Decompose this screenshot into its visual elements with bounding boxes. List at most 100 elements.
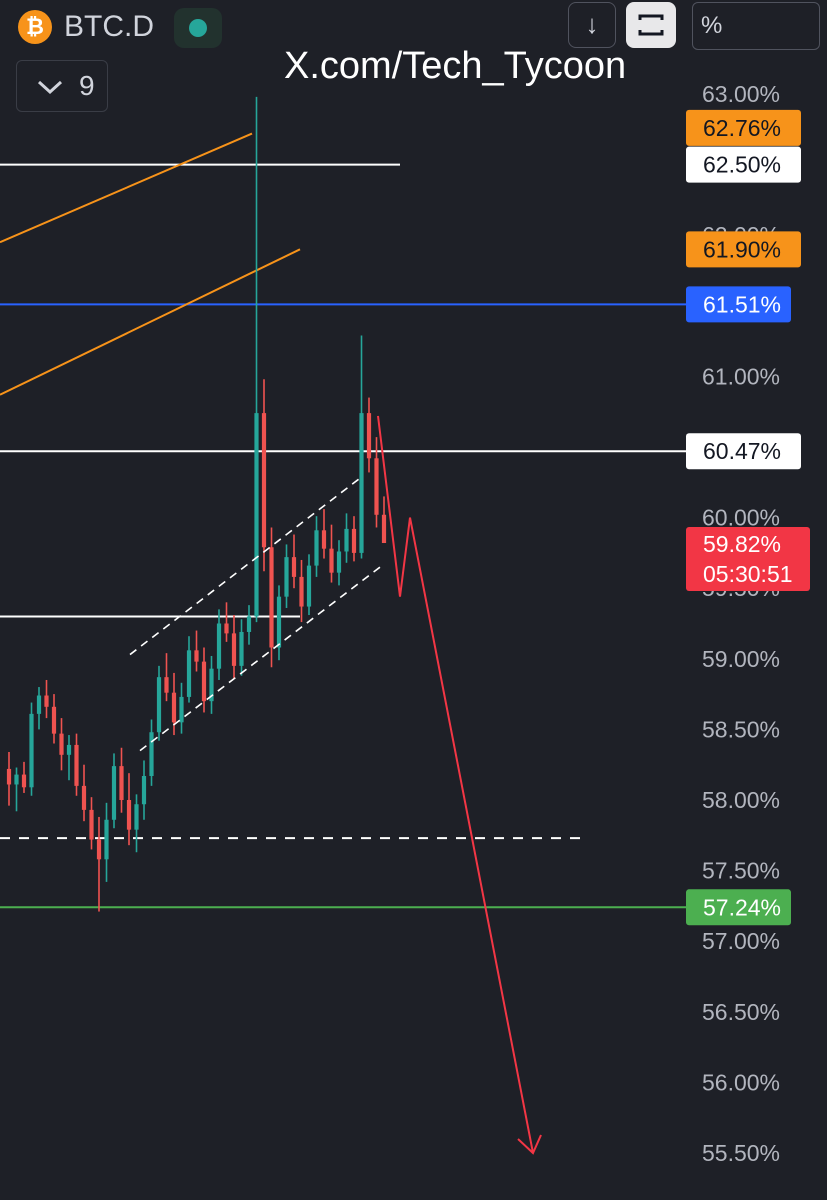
price-tag-label: 60.47%: [703, 438, 781, 464]
price-tag-box: [686, 286, 791, 323]
candle-body: [171, 692, 177, 723]
price-tag-white[interactable]: 62.50%: [686, 146, 801, 183]
candle-body: [66, 744, 72, 755]
interval-selector[interactable]: 9: [16, 60, 108, 112]
price-tag-orange[interactable]: 61.90%: [686, 231, 801, 268]
candle-body: [329, 548, 334, 573]
price-tag-label: 62.50%: [703, 152, 781, 178]
price-tag-label: 61.51%: [703, 291, 781, 317]
candle-body: [239, 631, 244, 666]
scale-mode-button[interactable]: %: [692, 2, 820, 50]
candle-body: [44, 695, 49, 707]
candle-body: [74, 744, 79, 786]
candle-body: [366, 413, 372, 459]
candle-body: [246, 616, 252, 632]
candle-body: [104, 819, 109, 860]
candle-body: [261, 413, 267, 548]
price-tag-box: [686, 146, 801, 183]
candle-body: [89, 809, 94, 840]
price-tag-green[interactable]: 57.24%: [686, 889, 791, 926]
candle-body: [179, 696, 184, 723]
candle-body: [164, 677, 169, 693]
price-tag-label: 62.76%: [703, 115, 781, 141]
candle-body: [59, 733, 64, 755]
candle-body: [21, 774, 27, 788]
candle-body: [299, 576, 304, 607]
candle-body: [381, 514, 387, 544]
price-tag-orange[interactable]: 62.76%: [686, 109, 801, 146]
price-tag-label: 59.82%: [703, 531, 781, 557]
candle-body: [149, 732, 154, 776]
candle-body: [81, 785, 87, 810]
candle-body: [194, 650, 199, 662]
fit-screen-icon: [638, 14, 664, 36]
candle-body: [36, 695, 42, 714]
candle-body: [111, 766, 117, 820]
candle-body: [359, 413, 364, 553]
channel-upper-line[interactable]: [129, 476, 363, 656]
candle-body: [119, 766, 124, 800]
price-axis-label: 58.00%: [702, 787, 780, 813]
candle-body: [14, 774, 19, 785]
candle-body: [51, 706, 57, 734]
candle-body: [291, 557, 297, 577]
market-open-dot-icon: [189, 19, 207, 37]
market-status-badge[interactable]: [174, 8, 222, 48]
candle-body: [29, 713, 34, 788]
symbol-name[interactable]: BTC.D: [64, 10, 154, 43]
price-tag-box: [686, 231, 801, 268]
bitcoin-icon: ₿: [18, 10, 52, 44]
candle-body: [96, 839, 102, 860]
price-tag-red[interactable]: 59.82% 05:30:51: [686, 527, 810, 592]
interval-value: 9: [79, 70, 95, 101]
candle-body: [351, 528, 357, 553]
candle-body: [254, 413, 259, 617]
candle-body: [186, 650, 192, 697]
price-axis-label: 60.00%: [702, 505, 780, 531]
candle-body: [209, 668, 214, 702]
candle-body: [6, 768, 12, 785]
candle-body: [314, 530, 319, 566]
candle-body: [134, 804, 139, 830]
candle-body: [276, 596, 282, 648]
candle-body: [374, 458, 379, 515]
scroll-to-latest-button[interactable]: ↓: [568, 2, 616, 48]
candle-body: [224, 623, 229, 634]
price-axis-label: 59.00%: [702, 646, 780, 672]
watermark-text: X.com/Tech_Tycoon: [284, 45, 627, 87]
price-tag-box: [686, 109, 801, 146]
chevron-down-icon: [37, 80, 63, 95]
orange-trend-line[interactable]: [0, 132, 253, 244]
countdown-label: 05:30:51: [703, 561, 793, 587]
price-axis-label: 57.00%: [702, 928, 780, 954]
candle-body: [344, 528, 349, 552]
candle-body: [231, 633, 237, 666]
projection-path[interactable]: [377, 415, 534, 1154]
candle-body: [284, 557, 289, 597]
price-axis-label: 56.50%: [702, 999, 780, 1025]
price-tag-blue[interactable]: 61.51%: [686, 286, 791, 323]
candle-body: [156, 677, 162, 733]
price-tag-box: [686, 889, 791, 926]
projection-arrowhead: [517, 1134, 542, 1155]
candle-body: [201, 661, 207, 702]
price-axis-label: 58.50%: [702, 716, 780, 742]
orange-trend-line[interactable]: [0, 248, 301, 396]
candle-body: [216, 623, 222, 669]
channel-lower-line[interactable]: [139, 564, 383, 752]
candle-body: [269, 547, 274, 648]
price-axis-label: 55.50%: [702, 1140, 780, 1166]
price-tag-white[interactable]: 60.47%: [686, 433, 801, 470]
price-axis-label: 57.50%: [702, 858, 780, 884]
auto-fit-button[interactable]: [626, 2, 676, 48]
price-tag-label: 61.90%: [703, 236, 781, 262]
price-tag-label: 57.24%: [703, 894, 781, 920]
price-tag-box: [686, 433, 801, 470]
candle-body: [321, 530, 327, 549]
price-axis-label: 61.00%: [702, 363, 780, 389]
candle-body: [126, 800, 132, 830]
top-toolbar: ₿ BTC.D ↓ %: [0, 0, 827, 56]
price-tag-box: [686, 527, 810, 592]
